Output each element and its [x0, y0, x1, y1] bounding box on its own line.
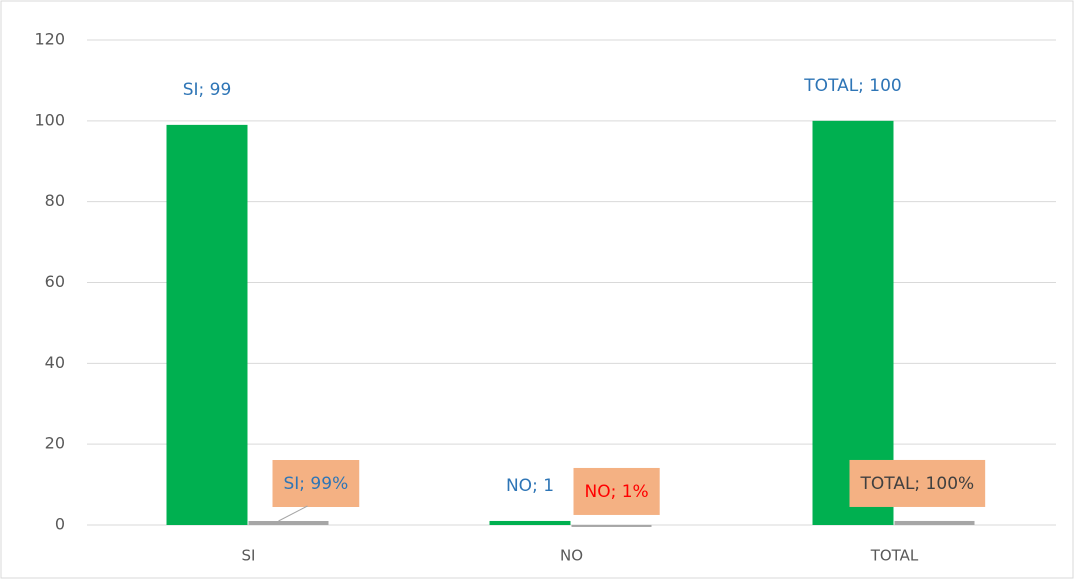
- bar: [489, 520, 571, 525]
- x-tick-label: SI: [242, 547, 256, 565]
- data-label: TOTAL; 100: [803, 76, 902, 96]
- data-label: NO; 1%: [585, 482, 649, 502]
- data-label: SI; 99: [183, 80, 232, 100]
- label-box: [849, 459, 986, 507]
- y-tick-label: 40: [45, 353, 65, 372]
- y-tick-label: 20: [45, 434, 65, 453]
- bar: [248, 520, 329, 525]
- bar: [894, 520, 975, 525]
- bar: [812, 120, 894, 525]
- y-tick-label: 60: [45, 272, 65, 291]
- label-box: [272, 459, 360, 507]
- y-tick-label: 0: [55, 515, 65, 534]
- y-tick-label: 100: [34, 110, 65, 129]
- data-label: TOTAL; 100%: [860, 474, 975, 494]
- bar: [166, 124, 248, 525]
- x-tick-label: TOTAL: [870, 547, 919, 565]
- bar: [571, 524, 652, 527]
- y-tick-label: 120: [34, 30, 65, 49]
- x-tick-label: NO: [560, 547, 583, 565]
- data-label: SI; 99%: [284, 474, 349, 494]
- y-tick-label: 80: [45, 191, 65, 210]
- label-box: [573, 467, 660, 515]
- data-label: NO; 1: [506, 476, 554, 496]
- leader-line: [278, 505, 308, 522]
